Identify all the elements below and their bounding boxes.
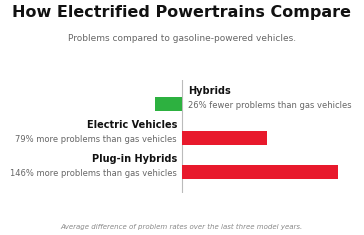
Text: Electric Vehicles: Electric Vehicles	[87, 120, 177, 130]
Bar	[155, 97, 182, 111]
Bar	[182, 131, 267, 145]
Bar	[182, 165, 338, 179]
Text: 146% more problems than gas vehicles: 146% more problems than gas vehicles	[10, 169, 177, 178]
Text: How Electrified Powertrains Compare: How Electrified Powertrains Compare	[12, 5, 352, 20]
Text: Plug-in Hybrids: Plug-in Hybrids	[92, 154, 177, 164]
Text: Average difference of problem rates over the last three model years.: Average difference of problem rates over…	[61, 224, 303, 230]
Text: 79% more problems than gas vehicles: 79% more problems than gas vehicles	[15, 135, 177, 144]
Text: 26% fewer problems than gas vehicles: 26% fewer problems than gas vehicles	[188, 101, 352, 110]
Text: Problems compared to gasoline-powered vehicles.: Problems compared to gasoline-powered ve…	[68, 34, 296, 43]
Text: Hybrids: Hybrids	[188, 86, 231, 96]
